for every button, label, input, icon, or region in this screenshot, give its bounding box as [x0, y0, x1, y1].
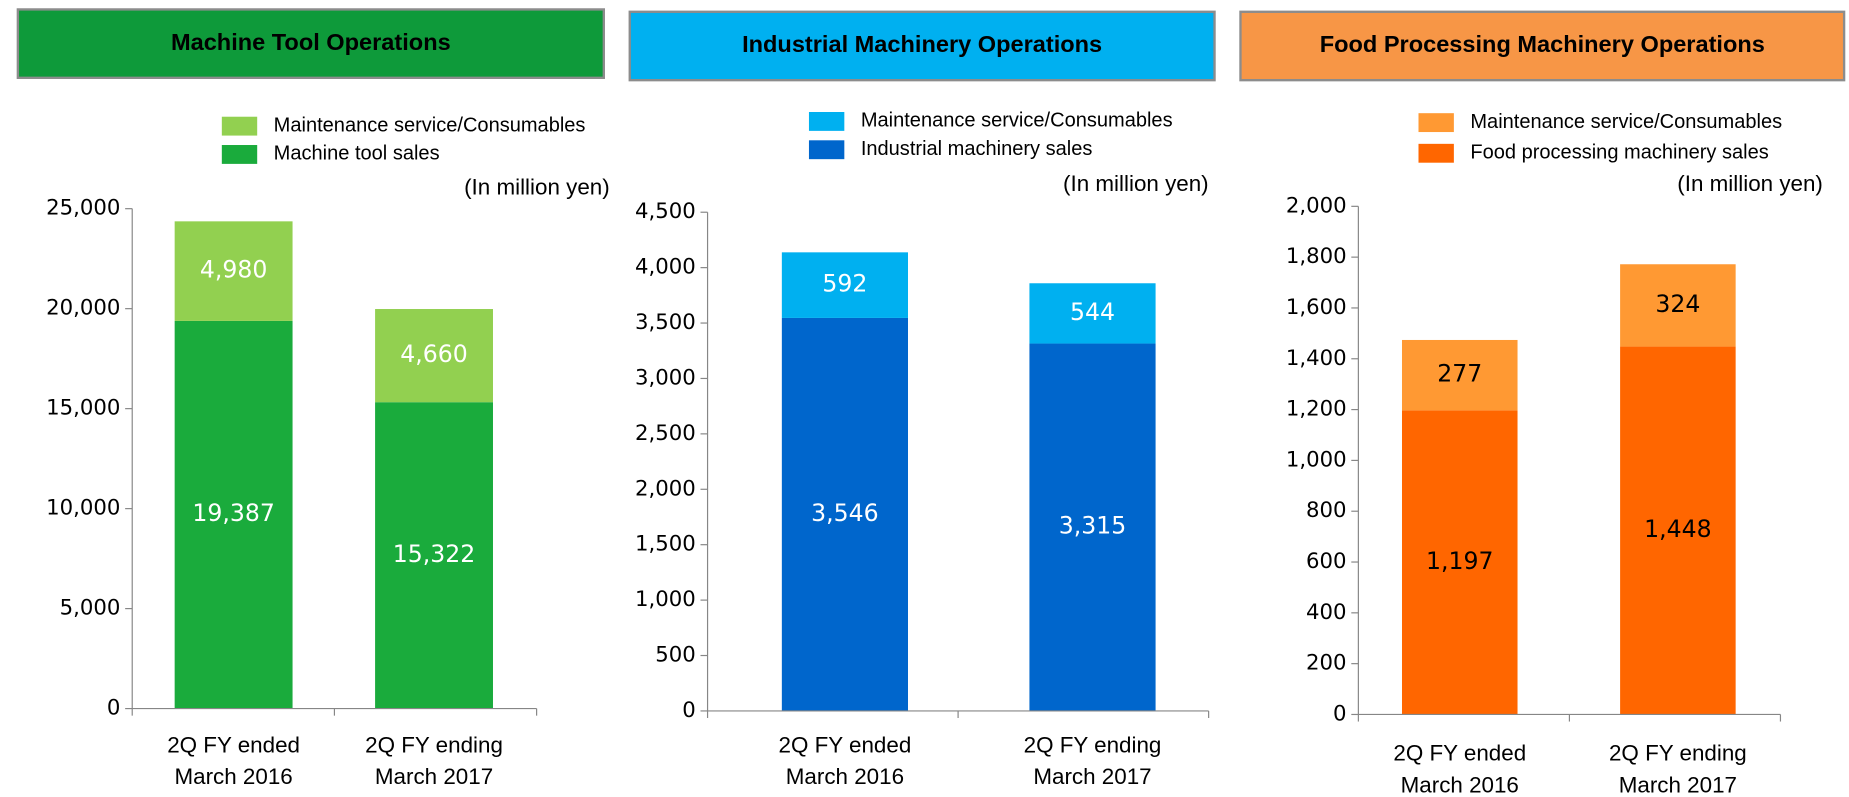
y-tick-label: 0: [107, 696, 121, 721]
legend-swatch: [808, 140, 845, 160]
data-label: 1,448: [1644, 515, 1711, 543]
legend-swatch: [221, 116, 258, 136]
y-tick-label: 1,000: [1286, 447, 1347, 472]
bar-segment: [1029, 283, 1156, 344]
x-tick-label: 2Q FY ended March 2016: [779, 732, 912, 789]
y-tick-label: 2,000: [635, 476, 696, 501]
y-tick-label: 10,000: [46, 496, 120, 521]
bar-segment: [375, 402, 493, 709]
y-tick-label: 1,400: [1286, 346, 1347, 371]
unit-label: (In million yen): [1677, 171, 1823, 196]
y-tick-label: 400: [1306, 600, 1347, 625]
legend-label: Maintenance service/Consumables: [1470, 111, 1782, 133]
data-label: 19,387: [192, 499, 274, 527]
legend-label: Machine tool sales: [274, 143, 440, 165]
y-tick-label: 500: [655, 643, 696, 668]
unit-label: (In million yen): [1063, 171, 1209, 196]
bar-segment: [1620, 264, 1736, 347]
y-tick-label: 3,000: [635, 365, 696, 390]
panel-title: Machine Tool Operations: [171, 29, 451, 55]
y-tick-label: 4,500: [635, 199, 696, 224]
legend-swatch: [1418, 113, 1454, 133]
bar-segment: [174, 320, 293, 709]
data-label: 1,197: [1426, 547, 1493, 575]
data-label: 592: [822, 270, 867, 298]
bar-segment: [1401, 410, 1518, 715]
data-label: 4,660: [400, 340, 467, 368]
y-tick-label: 1,800: [1286, 244, 1347, 269]
data-label: 3,546: [811, 499, 878, 527]
legend-label: Food processing machinery sales: [1470, 142, 1768, 164]
panel-header: [1239, 10, 1846, 82]
x-tick-label: 2Q FY ending March 2017: [1609, 740, 1747, 797]
legend-swatch: [808, 112, 845, 131]
data-label: 15,322: [393, 540, 475, 568]
bar-segment: [781, 252, 908, 318]
panel-header: [16, 8, 605, 79]
legend-swatch: [1418, 143, 1454, 163]
x-tick-label: 2Q FY ending March 2017: [1024, 732, 1162, 789]
x-tick-label: 2Q FY ending March 2017: [365, 732, 503, 789]
data-label: 4,980: [200, 256, 267, 284]
y-tick-label: 0: [682, 698, 696, 723]
data-label: 544: [1070, 298, 1115, 326]
y-tick-label: 15,000: [46, 396, 120, 421]
y-tick-label: 25,000: [46, 196, 120, 221]
data-label: 277: [1437, 360, 1482, 388]
y-tick-label: 5,000: [60, 596, 121, 621]
y-tick-label: 1,200: [1286, 397, 1347, 422]
legend-swatch: [221, 145, 258, 164]
bar-segment: [1029, 343, 1156, 711]
y-tick-label: 1,600: [1286, 295, 1347, 320]
legend-label: Maintenance service/Consumables: [861, 110, 1173, 132]
y-tick-label: 4,000: [635, 255, 696, 280]
legend-label: Industrial machinery sales: [861, 138, 1093, 160]
y-tick-label: 1,000: [635, 587, 696, 612]
bar-segment: [1620, 346, 1736, 715]
y-tick-label: 3,500: [635, 310, 696, 335]
bar-segment: [375, 309, 493, 403]
bar-segment: [1401, 339, 1518, 411]
data-label: 324: [1655, 290, 1700, 318]
y-tick-label: 20,000: [46, 296, 120, 321]
y-tick-label: 600: [1306, 549, 1347, 574]
unit-label: (In million yen): [464, 175, 610, 200]
bar-segment: [174, 221, 293, 321]
y-tick-label: 1,500: [635, 532, 696, 557]
panel-title: Industrial Machinery Operations: [742, 31, 1102, 57]
y-tick-label: 2,500: [635, 421, 696, 446]
y-tick-label: 0: [1333, 701, 1347, 726]
y-tick-label: 2,000: [1286, 193, 1347, 218]
data-label: 3,315: [1059, 512, 1126, 540]
y-tick-label: 800: [1306, 498, 1347, 523]
x-tick-label: 2Q FY ended March 2016: [167, 732, 300, 789]
legend-label: Maintenance service/Consumables: [274, 114, 586, 136]
panel-header: [628, 10, 1216, 82]
panel-title: Food Processing Machinery Operations: [1320, 31, 1765, 57]
x-tick-label: 2Q FY ended March 2016: [1393, 740, 1526, 797]
y-tick-label: 200: [1306, 651, 1347, 676]
bar-segment: [781, 317, 908, 711]
